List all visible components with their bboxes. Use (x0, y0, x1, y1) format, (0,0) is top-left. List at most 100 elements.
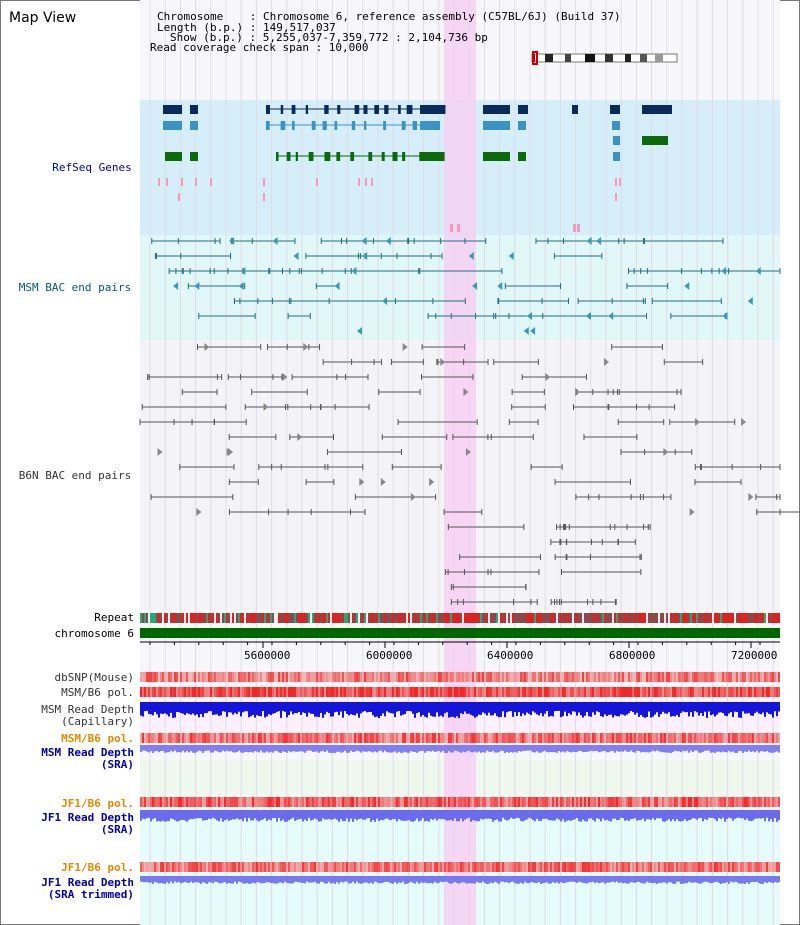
pol-strip (226, 672, 228, 682)
repeat-band (268, 613, 270, 623)
pol-strip (562, 862, 564, 872)
read-depth-bar (216, 745, 218, 752)
pol-strip (418, 797, 420, 807)
read-depth-bar (624, 745, 626, 751)
read-depth-bar (206, 876, 208, 884)
pol-strip (210, 687, 212, 697)
read-depth-bar (770, 876, 772, 883)
repeat-band (516, 613, 518, 623)
pol-strip (504, 687, 506, 697)
repeat-band (418, 613, 420, 623)
repeat-band (474, 613, 476, 623)
pol-strip (204, 797, 206, 807)
read-depth-bar (644, 745, 646, 753)
read-depth-bar (538, 745, 540, 753)
b6n-bac-end-pairs-label[interactable]: B6N BAC end pairs (18, 469, 132, 482)
gene-exon (324, 105, 329, 114)
pol-strip (728, 687, 730, 697)
pol-strip (732, 862, 734, 872)
read-depth-bar (544, 745, 546, 751)
gene-pink-tick (166, 178, 168, 186)
repeat-band (578, 613, 580, 623)
read-depth-bar (354, 876, 356, 884)
pol-strip (250, 797, 252, 807)
read-depth-bar (514, 702, 516, 712)
pol-strip (340, 733, 342, 743)
read-depth-bar (726, 810, 728, 819)
read-depth-bar (478, 876, 480, 883)
pol-strip (604, 862, 606, 872)
pol-strip (246, 797, 248, 807)
pol-strip (778, 797, 780, 807)
repeat-band (768, 613, 770, 623)
read-depth-bar (432, 745, 434, 751)
pol-strip (190, 733, 192, 743)
read-depth-bar (532, 702, 534, 712)
read-depth-bar (150, 876, 152, 883)
pol-strip (376, 672, 378, 682)
pol-strip (742, 687, 744, 697)
read-depth-bar (156, 876, 158, 883)
read-depth-bar (544, 876, 546, 883)
pol-strip (242, 733, 244, 743)
pol-strip (460, 733, 462, 743)
pol-strip (484, 733, 486, 743)
read-depth-bar (374, 745, 376, 752)
read-depth-bar (484, 810, 486, 819)
pol-strip (398, 797, 400, 807)
read-depth-bar (472, 810, 474, 821)
read-depth-bar (460, 810, 462, 819)
pol-strip (448, 672, 450, 682)
pol-strip (660, 687, 662, 697)
pol-strip (278, 862, 280, 872)
read-depth-bar (408, 876, 410, 883)
pol-strip (582, 687, 584, 697)
pol-strip (514, 733, 516, 743)
read-depth-bar (342, 876, 344, 883)
pol-strip (392, 687, 394, 697)
read-depth-bar (526, 876, 528, 884)
repeat-band (260, 613, 262, 623)
read-depth-bar (450, 745, 452, 753)
repeat-band (720, 613, 722, 623)
pol-strip (578, 687, 580, 697)
repeat-band (460, 613, 462, 623)
pol-strip (304, 862, 306, 872)
read-depth-bar (268, 810, 270, 820)
read-depth-bar (456, 876, 458, 883)
pol-strip (754, 797, 756, 807)
read-depth-bar (622, 810, 624, 819)
axis-tick-label: 6400000 (487, 649, 534, 662)
pol-strip (292, 862, 294, 872)
pol-strip (460, 797, 462, 807)
pol-strip (262, 672, 264, 682)
pol-strip (198, 862, 200, 872)
pol-strip (754, 687, 756, 697)
read-depth-bar (630, 810, 632, 820)
read-depth-bar (642, 702, 644, 717)
read-depth-bar (690, 810, 692, 820)
repeat-band (392, 613, 394, 623)
pol-strip (280, 733, 282, 743)
pol-strip (578, 672, 580, 682)
read-depth-bar (248, 702, 250, 718)
gene-block (518, 121, 526, 130)
pol-strip (148, 797, 150, 807)
repeat-band (666, 613, 668, 623)
bac-arrow (293, 252, 299, 260)
pol-strip (194, 862, 196, 872)
read-depth-bar (370, 745, 372, 752)
pol-strip (192, 862, 194, 872)
msm-bac-end-pairs-label[interactable]: MSM BAC end pairs (18, 281, 132, 294)
pol-strip (226, 687, 228, 697)
read-depth-bar (216, 876, 218, 882)
repeat-band (280, 613, 282, 623)
read-depth-bar (568, 810, 570, 821)
pol-strip (580, 733, 582, 743)
refseq-genes-label[interactable]: RefSeq Genes (52, 161, 132, 174)
pol-strip (640, 797, 642, 807)
pol-strip (368, 797, 370, 807)
read-depth-bar (454, 702, 456, 718)
read-depth-bar (228, 745, 230, 752)
read-depth-bar (308, 745, 310, 751)
